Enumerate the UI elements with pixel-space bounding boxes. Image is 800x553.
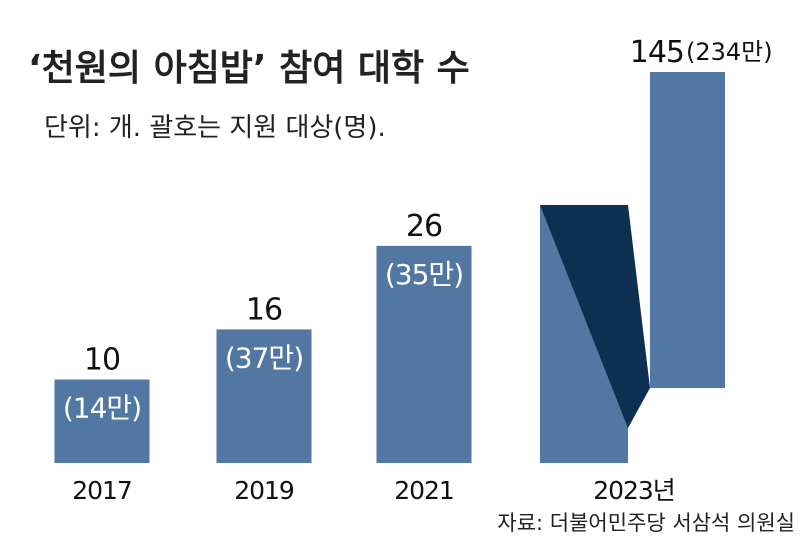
source-note: 자료: 더불어민주당 서삼석 의원실 bbox=[497, 511, 795, 535]
bar-secondary-label: (35만) bbox=[385, 258, 463, 291]
chart-title: ‘천원의 아침밥’ 참여 대학 수 bbox=[28, 48, 470, 89]
bar-secondary-label: (234만) bbox=[686, 38, 773, 66]
axis-break-diagonal bbox=[540, 205, 650, 428]
bar bbox=[54, 379, 150, 463]
data-label: 16 bbox=[246, 292, 282, 327]
bar-secondary-label: (14만) bbox=[63, 392, 141, 425]
chart-subtitle: 단위: 개. 괄호는 지원 대상(명). bbox=[44, 113, 386, 143]
x-tick-label: 2023년 bbox=[593, 476, 675, 505]
x-tick-label: 2017 bbox=[72, 476, 132, 505]
data-label: 145 bbox=[630, 35, 684, 70]
x-tick-label: 2021 bbox=[394, 476, 454, 505]
data-label: 26 bbox=[406, 209, 442, 244]
data-label: 10 bbox=[84, 343, 120, 378]
bar bbox=[216, 329, 312, 463]
bars-layer: 2017 10 (14만) 2019 16 (37만) 2021 26 (35만) 2023년 14… bbox=[54, 35, 773, 505]
x-tick-label: 2019 bbox=[234, 476, 294, 505]
bar bbox=[376, 245, 472, 463]
bar-broken-upper bbox=[650, 72, 725, 388]
bar-secondary-label: (37만) bbox=[225, 341, 303, 374]
